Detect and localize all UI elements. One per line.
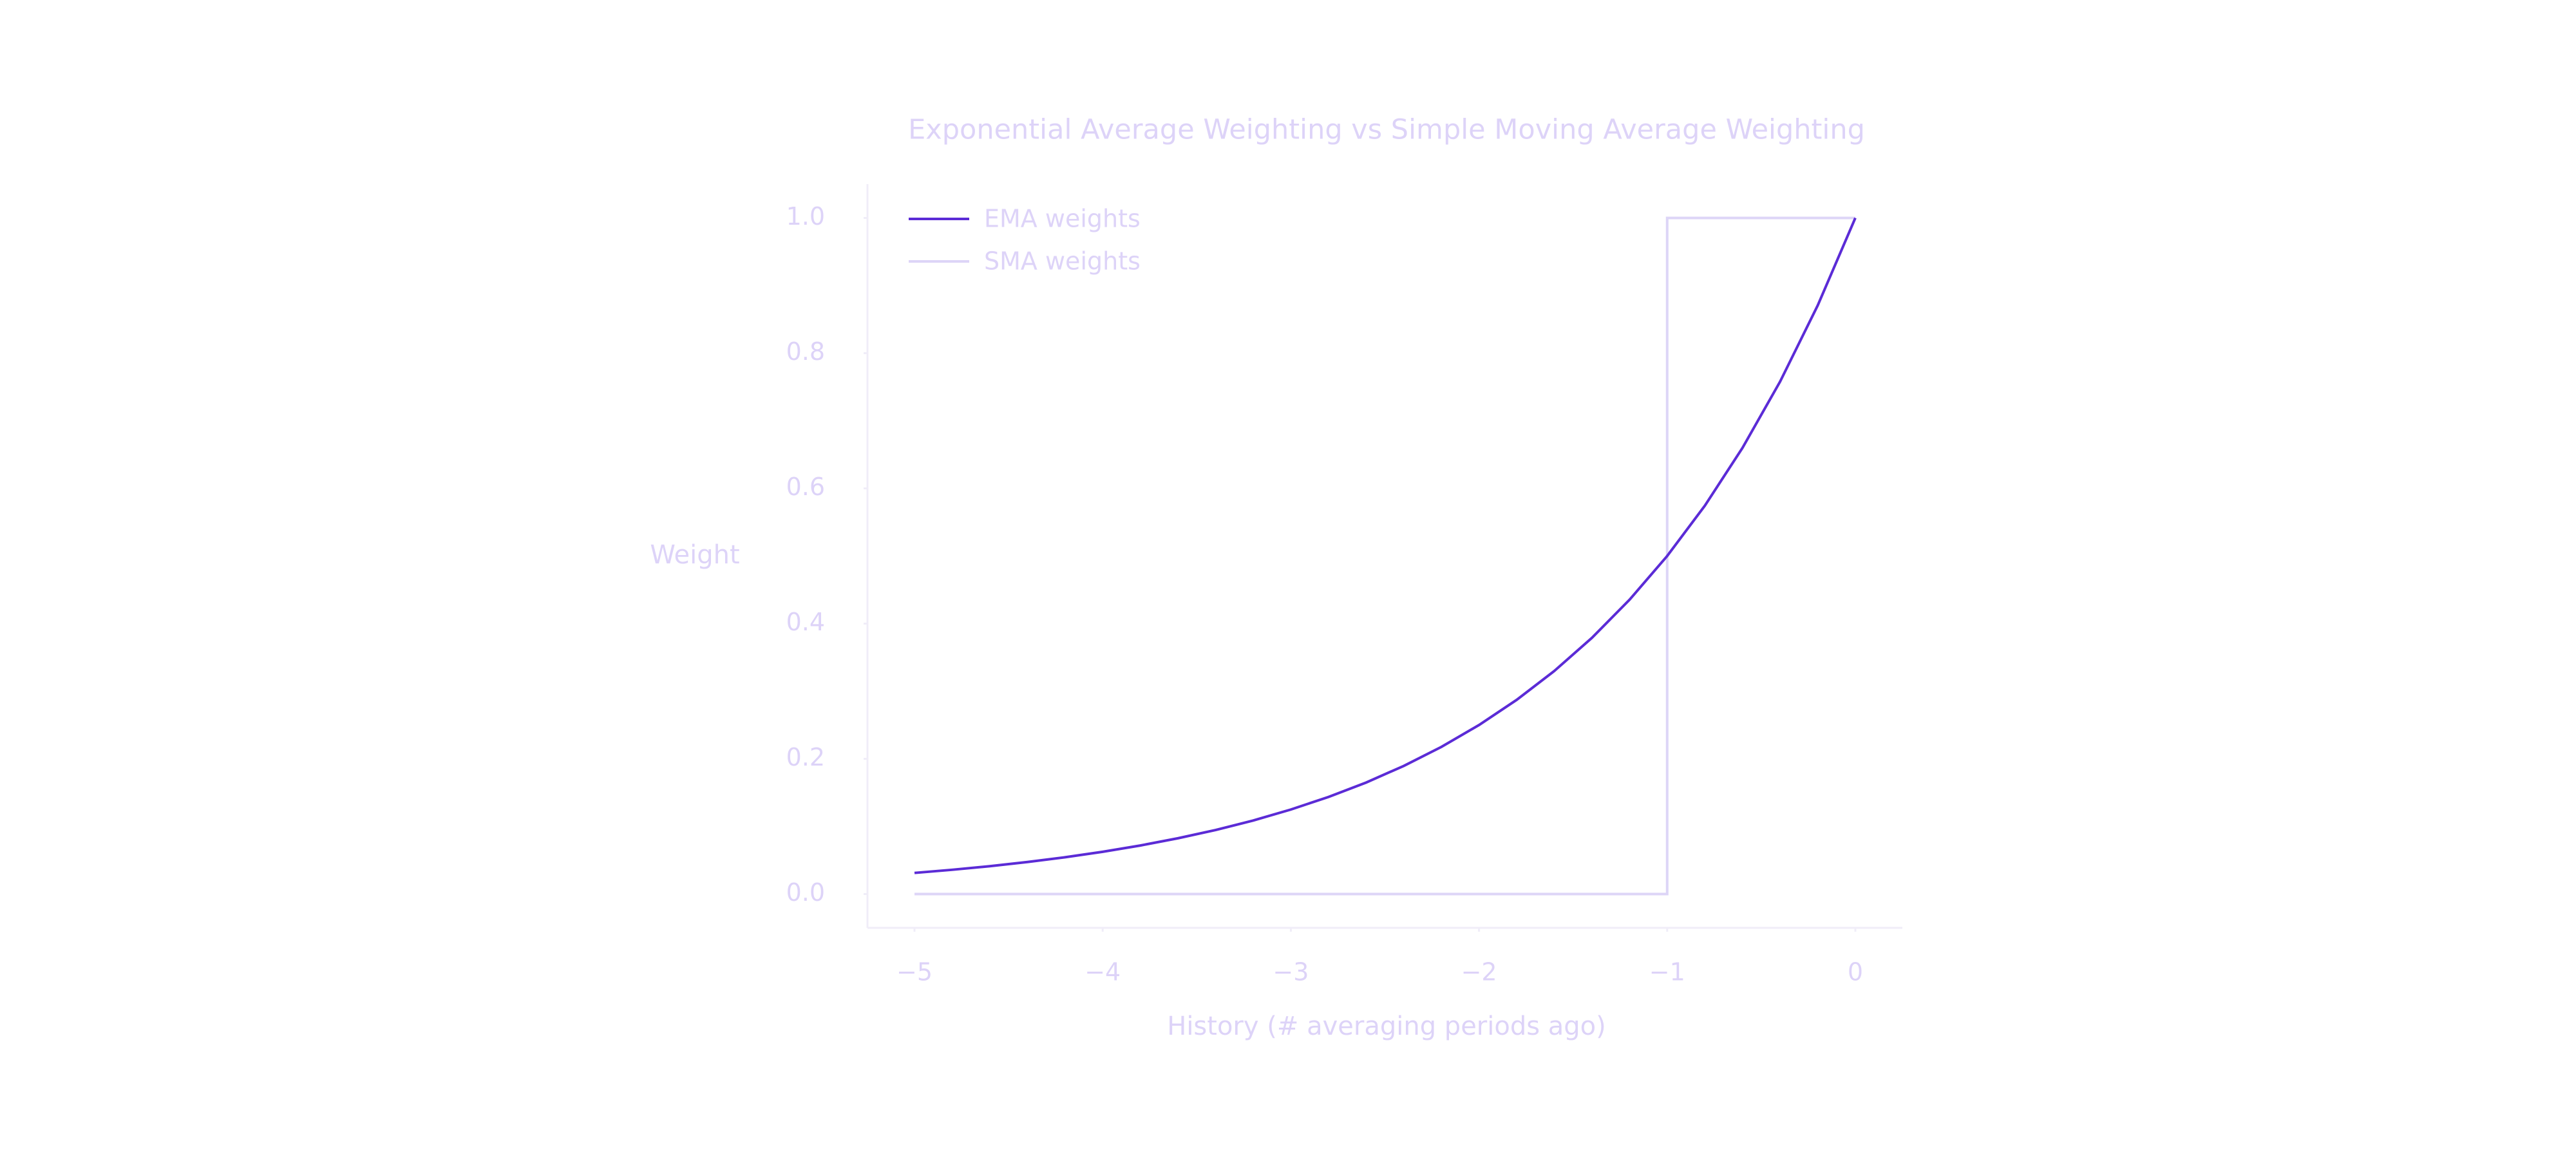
legend-label: SMA weights [984, 247, 1141, 276]
x-tick-label: −4 [1084, 958, 1121, 986]
x-tick-label: 0 [1848, 958, 1863, 986]
x-tick-label: −2 [1461, 958, 1497, 986]
y-tick-label: 0.4 [786, 608, 825, 636]
x-axis-label: History (# averaging periods ago) [1167, 1012, 1606, 1041]
y-axis-label: Weight [650, 540, 739, 570]
y-tick-label: 0.2 [786, 743, 825, 771]
chart-title: Exponential Average Weighting vs Simple … [908, 114, 1865, 146]
y-tick-label: 0.0 [786, 878, 825, 907]
series-line [914, 216, 1855, 896]
y-tick-label: 0.8 [786, 337, 825, 366]
x-tick-label: −5 [896, 958, 933, 986]
x-tick-label: −3 [1273, 958, 1309, 986]
series-line [914, 217, 1857, 874]
x-tick-label: −1 [1649, 958, 1685, 986]
legend-label: EMA weights [984, 205, 1141, 233]
y-tick-label: 0.6 [786, 473, 825, 501]
y-tick-label: 1.0 [786, 202, 825, 231]
